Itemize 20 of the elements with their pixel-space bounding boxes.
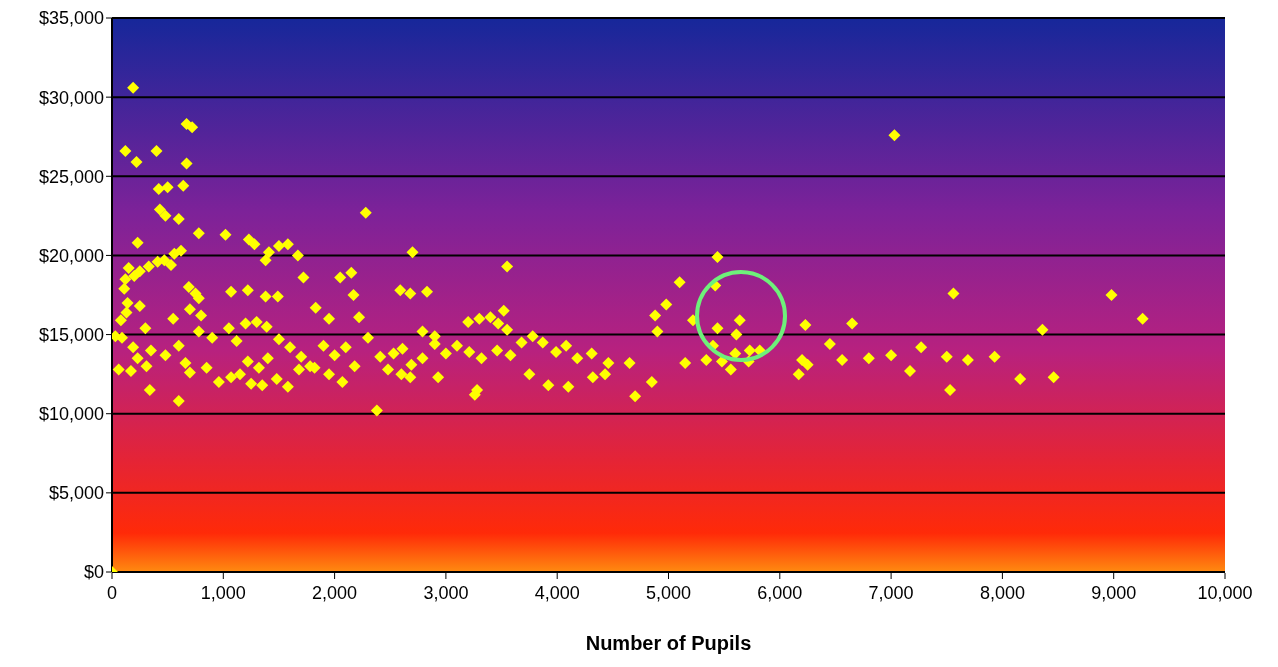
y-tick-label: $30,000	[38, 87, 104, 108]
x-tick-label: 2,000	[312, 583, 358, 603]
x-tick-label: 5,000	[645, 583, 692, 603]
y-tick-label: $25,000	[38, 166, 104, 187]
x-tick-label: 4,000	[534, 583, 580, 603]
x-tick-label: 3,000	[423, 583, 469, 603]
y-tick-label: $0	[83, 562, 104, 583]
x-tick-label: 6,000	[757, 583, 803, 603]
x-axis-title: Number of Pupils	[585, 632, 752, 654]
y-tick-label: $10,000	[38, 404, 104, 425]
x-tick-label: 0	[106, 583, 118, 603]
x-tick-label: 1,000	[200, 583, 246, 603]
x-tick-label: 9,000	[1091, 583, 1137, 603]
x-tick-label: 10,000	[1197, 583, 1253, 603]
y-tick-label: $5,000	[48, 483, 104, 504]
y-tick-label: $35,000	[38, 8, 104, 29]
x-tick-label: 7,000	[868, 583, 914, 603]
y-tick-label: $20,000	[38, 245, 104, 266]
y-tick-label: $15,000	[38, 324, 104, 345]
x-tick-label: 8,000	[979, 583, 1025, 603]
